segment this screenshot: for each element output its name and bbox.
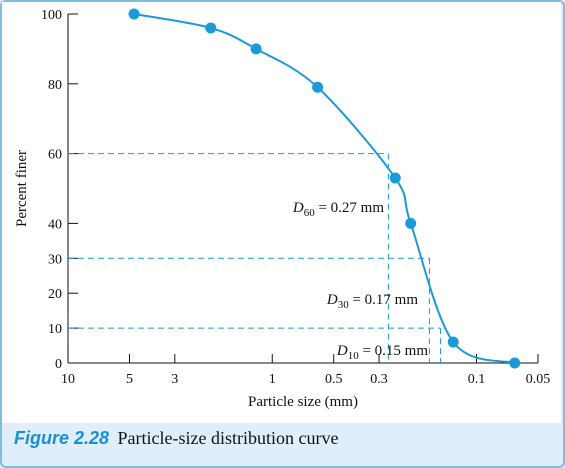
x-tick-label: 3 <box>171 372 178 387</box>
x-tick-label: 0.1 <box>468 372 486 387</box>
data-point <box>205 22 217 34</box>
y-tick-label: 30 <box>48 252 62 267</box>
reference-label: D30 = 0.17 mm <box>326 292 418 311</box>
y-tick-label: 60 <box>48 148 62 163</box>
x-tick-label: 0.05 <box>526 372 551 387</box>
distribution-curve <box>133 13 516 364</box>
y-tick-label: 20 <box>48 287 62 302</box>
x-tick-label: 5 <box>126 372 133 387</box>
x-axis-label: Particle size (mm) <box>248 394 358 410</box>
reference-label: D60 = 0.27 mm <box>292 200 384 219</box>
data-point <box>405 217 417 229</box>
y-tick-label: 10 <box>48 322 62 337</box>
y-tick-label: 100 <box>41 8 62 23</box>
data-point <box>128 8 140 20</box>
plot-panel <box>2 2 561 423</box>
figure-caption-text: Particle-size distribution curve <box>117 428 339 448</box>
x-tick-label: 10 <box>61 372 75 387</box>
reference-label: D10 = 0.15 mm <box>336 343 428 362</box>
y-tick-label: 80 <box>48 78 62 93</box>
data-point <box>312 81 324 93</box>
data-point <box>509 357 521 369</box>
y-tick-label: 0 <box>55 357 62 372</box>
x-tick-label: 0.3 <box>370 372 388 387</box>
figure-caption: Figure 2.28 Particle-size distribution c… <box>14 428 338 449</box>
y-tick-label: 40 <box>48 217 62 232</box>
x-tick-label: 1 <box>269 372 276 387</box>
data-point <box>447 336 459 348</box>
y-axis-label: Percent finer <box>14 150 30 227</box>
data-point <box>250 43 262 55</box>
figure-number: Figure 2.28 <box>14 428 110 448</box>
x-tick-label: 0.5 <box>325 372 343 387</box>
data-point <box>389 172 401 184</box>
